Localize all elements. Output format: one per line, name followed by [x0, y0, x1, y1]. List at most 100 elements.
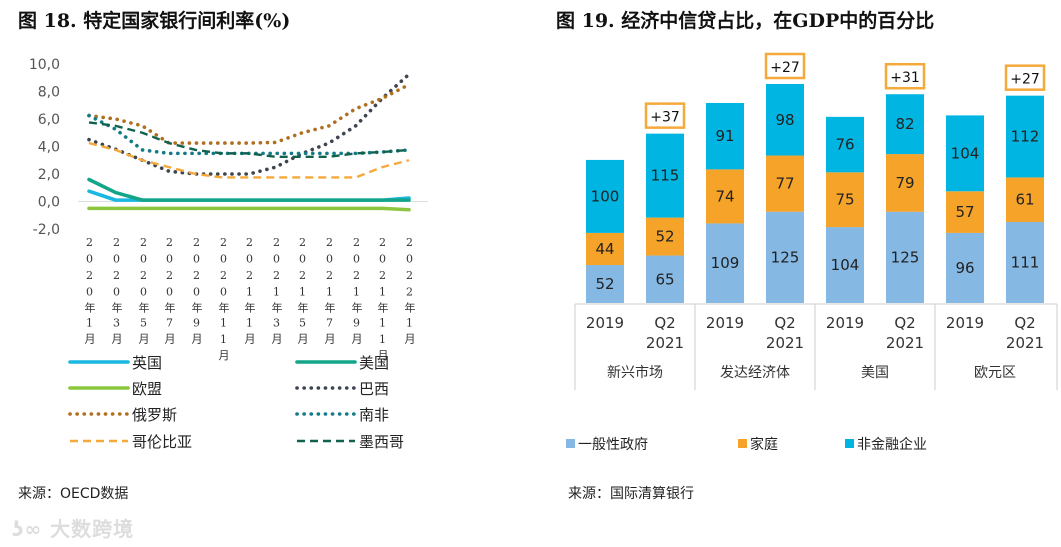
- x-category-label: 2021: [766, 334, 804, 352]
- x-tick-label: 2021年11月: [376, 236, 389, 364]
- x-category-label: 2021: [886, 334, 924, 352]
- bar-value-label: 61: [1015, 191, 1034, 209]
- x-tick-label: 2021年1月: [243, 236, 256, 348]
- bar-segment-非金融企业: [766, 84, 804, 156]
- y-tick-label: 8,0: [38, 85, 60, 101]
- annotation-label: +37: [650, 110, 680, 126]
- bar-segment-家庭: [586, 232, 624, 266]
- bar-segment-非金融企业: [1006, 95, 1044, 178]
- x-category-label: 2021: [646, 334, 684, 352]
- watermark-logo: ʖ∞ 大数跨境: [12, 513, 134, 542]
- group-label: 新兴市场: [607, 364, 663, 381]
- bar-segment-一般性政府: [646, 255, 684, 303]
- legend-label: 巴西: [359, 380, 389, 398]
- legend-label: 一般性政府: [578, 437, 648, 453]
- x-tick-label: 2021年3月: [270, 236, 283, 348]
- x-tick-label: 2020年7月: [163, 236, 176, 348]
- legend-label: 俄罗斯: [132, 406, 177, 424]
- bar-value-label: 125: [891, 248, 920, 266]
- bar-value-label: 100: [591, 187, 620, 205]
- bar-value-label: 44: [595, 240, 614, 258]
- bar-value-label: 74: [715, 187, 734, 205]
- bar-value-label: 104: [831, 256, 860, 274]
- annotation-box: [644, 102, 686, 129]
- x-tick-label: 2020年3月: [110, 236, 123, 348]
- y-tick-label: 10,0: [29, 57, 60, 73]
- x-tick-label: 2021年9月: [350, 236, 363, 348]
- bar-value-label: 75: [835, 191, 854, 209]
- x-tick-label: 2020年9月: [190, 236, 203, 348]
- series-line-哥伦比亚: [88, 141, 410, 179]
- bar-value-label: 52: [595, 275, 614, 293]
- legend-label: 哥伦比亚: [132, 433, 192, 451]
- bar-value-label: 82: [895, 115, 914, 133]
- bar-segment-家庭: [646, 217, 684, 256]
- bar-segment-一般性政府: [706, 223, 744, 303]
- bar-segment-非金融企业: [826, 116, 864, 173]
- x-category-label: Q2: [894, 314, 915, 332]
- bar-segment-一般性政府: [1006, 221, 1044, 303]
- bar-segment-非金融企业: [586, 159, 624, 233]
- bar-segment-非金融企业: [706, 102, 744, 170]
- x-tick-label: 2022年1月: [403, 236, 416, 348]
- group-label: 发达经济体: [720, 365, 790, 381]
- bar-value-label: 77: [775, 175, 794, 193]
- x-category-label: 2019: [826, 314, 864, 332]
- bar-value-label: 98: [775, 111, 794, 129]
- x-category-label: 2021: [1006, 334, 1044, 352]
- legend-swatch: [845, 439, 854, 448]
- left-source: 来源：OECD数据: [18, 486, 129, 502]
- legend-label: 南非: [359, 406, 389, 424]
- bar-segment-家庭: [1006, 177, 1044, 222]
- legend-label: 欧盟: [132, 380, 162, 398]
- legend-swatch: [738, 439, 747, 448]
- annotation-box: [884, 62, 926, 90]
- bar-segment-家庭: [946, 191, 984, 233]
- x-category-label: 2019: [706, 314, 744, 332]
- bar-value-label: 125: [771, 248, 800, 266]
- bar-segment-家庭: [766, 155, 804, 212]
- bar-value-label: 91: [715, 127, 734, 145]
- y-tick-label: 0,0: [38, 195, 60, 211]
- annotation-box: [764, 52, 806, 80]
- x-category-label: Q2: [1014, 314, 1035, 332]
- bar-segment-一般性政府: [766, 211, 804, 303]
- bar-segment-一般性政府: [826, 227, 864, 303]
- x-category-label: 2019: [946, 314, 984, 332]
- series-line-墨西哥: [88, 121, 410, 159]
- bar-segment-一般性政府: [886, 211, 924, 303]
- annotation-label: +31: [890, 70, 920, 86]
- series-line-俄罗斯: [87, 82, 411, 145]
- legend-label: 家庭: [750, 436, 778, 453]
- legend-label: 美国: [359, 354, 389, 372]
- legend-swatch: [566, 439, 575, 448]
- series-line-欧盟: [87, 206, 411, 212]
- x-category-label: Q2: [774, 314, 795, 332]
- bar-segment-一般性政府: [946, 232, 984, 303]
- x-tick-label: 2020年11月: [217, 236, 230, 364]
- y-tick-label: 6,0: [38, 112, 60, 128]
- bar-value-label: 57: [955, 203, 974, 221]
- bar-segment-非金融企业: [646, 133, 684, 218]
- series-line-南非: [87, 113, 411, 156]
- bar-segment-家庭: [706, 169, 744, 224]
- x-tick-label: 2020年5月: [137, 236, 150, 348]
- bar-value-label: 109: [711, 254, 740, 272]
- legend-label: 墨西哥: [359, 433, 404, 451]
- bar-value-label: 65: [655, 270, 674, 288]
- series-line-美国: [87, 177, 411, 202]
- bar-segment-一般性政府: [586, 265, 624, 303]
- bar-segment-非金融企业: [946, 115, 984, 192]
- watermark-icon: ʖ∞: [12, 517, 51, 541]
- annotation-label: +27: [770, 60, 800, 76]
- right-chart-title: 图 19. 经济中信贷占比，在GDP中的百分比: [556, 10, 935, 32]
- group-label: 欧元区: [974, 365, 1016, 381]
- watermark-text: 大数跨境: [50, 517, 135, 541]
- group-label: 美国: [861, 365, 889, 381]
- x-tick-label: 2020年1月: [83, 236, 96, 348]
- left-chart-title: 图 18. 特定国家银行间利率(%): [18, 10, 291, 32]
- bar-segment-非金融企业: [886, 94, 924, 155]
- legend-label: 非金融企业: [857, 436, 927, 453]
- x-category-label: Q2: [654, 314, 675, 332]
